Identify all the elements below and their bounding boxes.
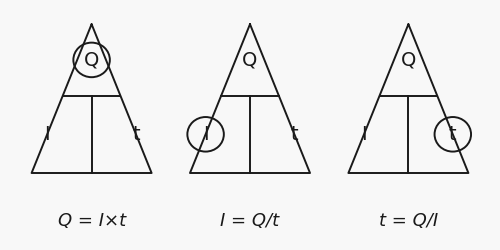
Text: Q: Q [84, 50, 100, 70]
Text: t: t [290, 125, 298, 144]
Text: t: t [132, 125, 140, 144]
Text: I: I [203, 125, 208, 144]
Text: t: t [449, 125, 456, 144]
Text: I: I [361, 125, 367, 144]
Text: Q: Q [400, 50, 416, 70]
Text: Q: Q [242, 50, 258, 70]
Text: I = Q/t: I = Q/t [220, 212, 280, 230]
Text: Q = I×t: Q = I×t [58, 212, 126, 230]
Text: t = Q/I: t = Q/I [379, 212, 438, 230]
Text: I: I [44, 125, 50, 144]
